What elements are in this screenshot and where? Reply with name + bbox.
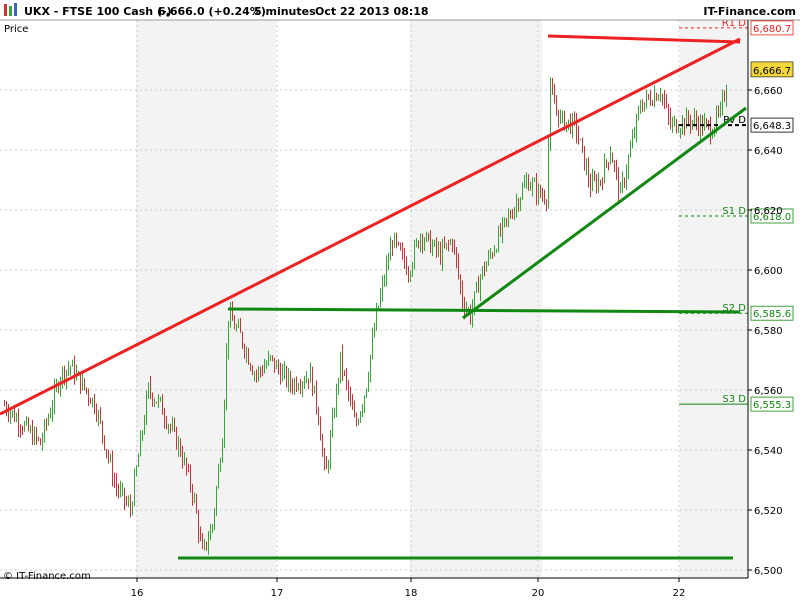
pivot-value: 6,648.3 (753, 121, 791, 132)
y-tick-label: 6,640 (754, 146, 783, 157)
pivot-value: 6,585.6 (753, 309, 791, 320)
header-interval: 5 minutes (254, 5, 316, 18)
pivot-value: 6,680.7 (753, 24, 791, 35)
header-bar (0, 0, 800, 20)
header-brand: IT-Finance.com (703, 5, 796, 18)
pivot-badge (750, 208, 794, 224)
pivot-badge (750, 305, 794, 321)
trendline (227, 307, 741, 314)
x-tick-label: 16 (131, 588, 144, 599)
x-tick-label: 22 (673, 588, 686, 599)
header-datetime: Oct 22 2013 08:18 (315, 5, 429, 18)
x-tick-label: 18 (405, 588, 418, 599)
trendlines (0, 34, 747, 560)
header-price: 6,666.0 (+0.24%) (158, 5, 266, 18)
y-tick-label: 6,600 (754, 266, 783, 277)
pivot-name: S1 D (722, 206, 746, 217)
pivot-name: S2 D (722, 303, 746, 314)
day-band (410, 20, 542, 578)
pivot-value: 6,618.0 (753, 212, 791, 223)
day-band (136, 20, 276, 578)
day-band (680, 20, 748, 578)
trendline (462, 106, 747, 320)
pivot-name: S3 D (722, 394, 746, 405)
trendline (547, 34, 741, 44)
y-tick-label: 6,520 (754, 506, 783, 517)
y-tick-label: 6,540 (754, 446, 783, 457)
current-price-badge: 6,666.7 (750, 61, 794, 78)
pivot-value: 6,555.3 (753, 400, 791, 411)
pivot-badge (750, 396, 794, 412)
x-tick-label: 17 (271, 588, 284, 599)
y-tick-label: 6,660 (754, 86, 783, 97)
x-tick-label: 20 (532, 588, 545, 599)
axis-title: Price (4, 24, 28, 35)
trendline (0, 37, 741, 416)
pivot-levels: R1 D 6,680.7 Pv D 6,648.3 S1 D 6,618.0 S2 D 6,5… (679, 18, 794, 412)
pivot-badge (750, 20, 794, 36)
x-axis-ticks: 16 17 18 20 22 (131, 578, 686, 599)
symbol-title: UKX - FTSE 100 Cash (-) (24, 5, 172, 18)
current-price-label: 6,666.7 (753, 66, 791, 77)
y-tick-label: 6,560 (754, 386, 783, 397)
day-bands (136, 20, 748, 578)
pivot-name: R1 D (722, 18, 746, 29)
gridlines (0, 20, 748, 578)
y-tick-label: 6,620 (754, 206, 783, 217)
pivot-badge (750, 117, 794, 133)
y-axis-ticks: 6,500 6,520 6,540 6,560 6,580 6,600 6,620 6,640… (748, 86, 783, 577)
footer-copyright: © IT-Finance.com (3, 571, 91, 582)
price-series (4, 77, 727, 555)
y-tick-label: 6,580 (754, 326, 783, 337)
pivot-name: Pv D (723, 115, 746, 126)
header-logo-icon (4, 3, 17, 16)
y-tick-label: 6,500 (754, 566, 783, 577)
